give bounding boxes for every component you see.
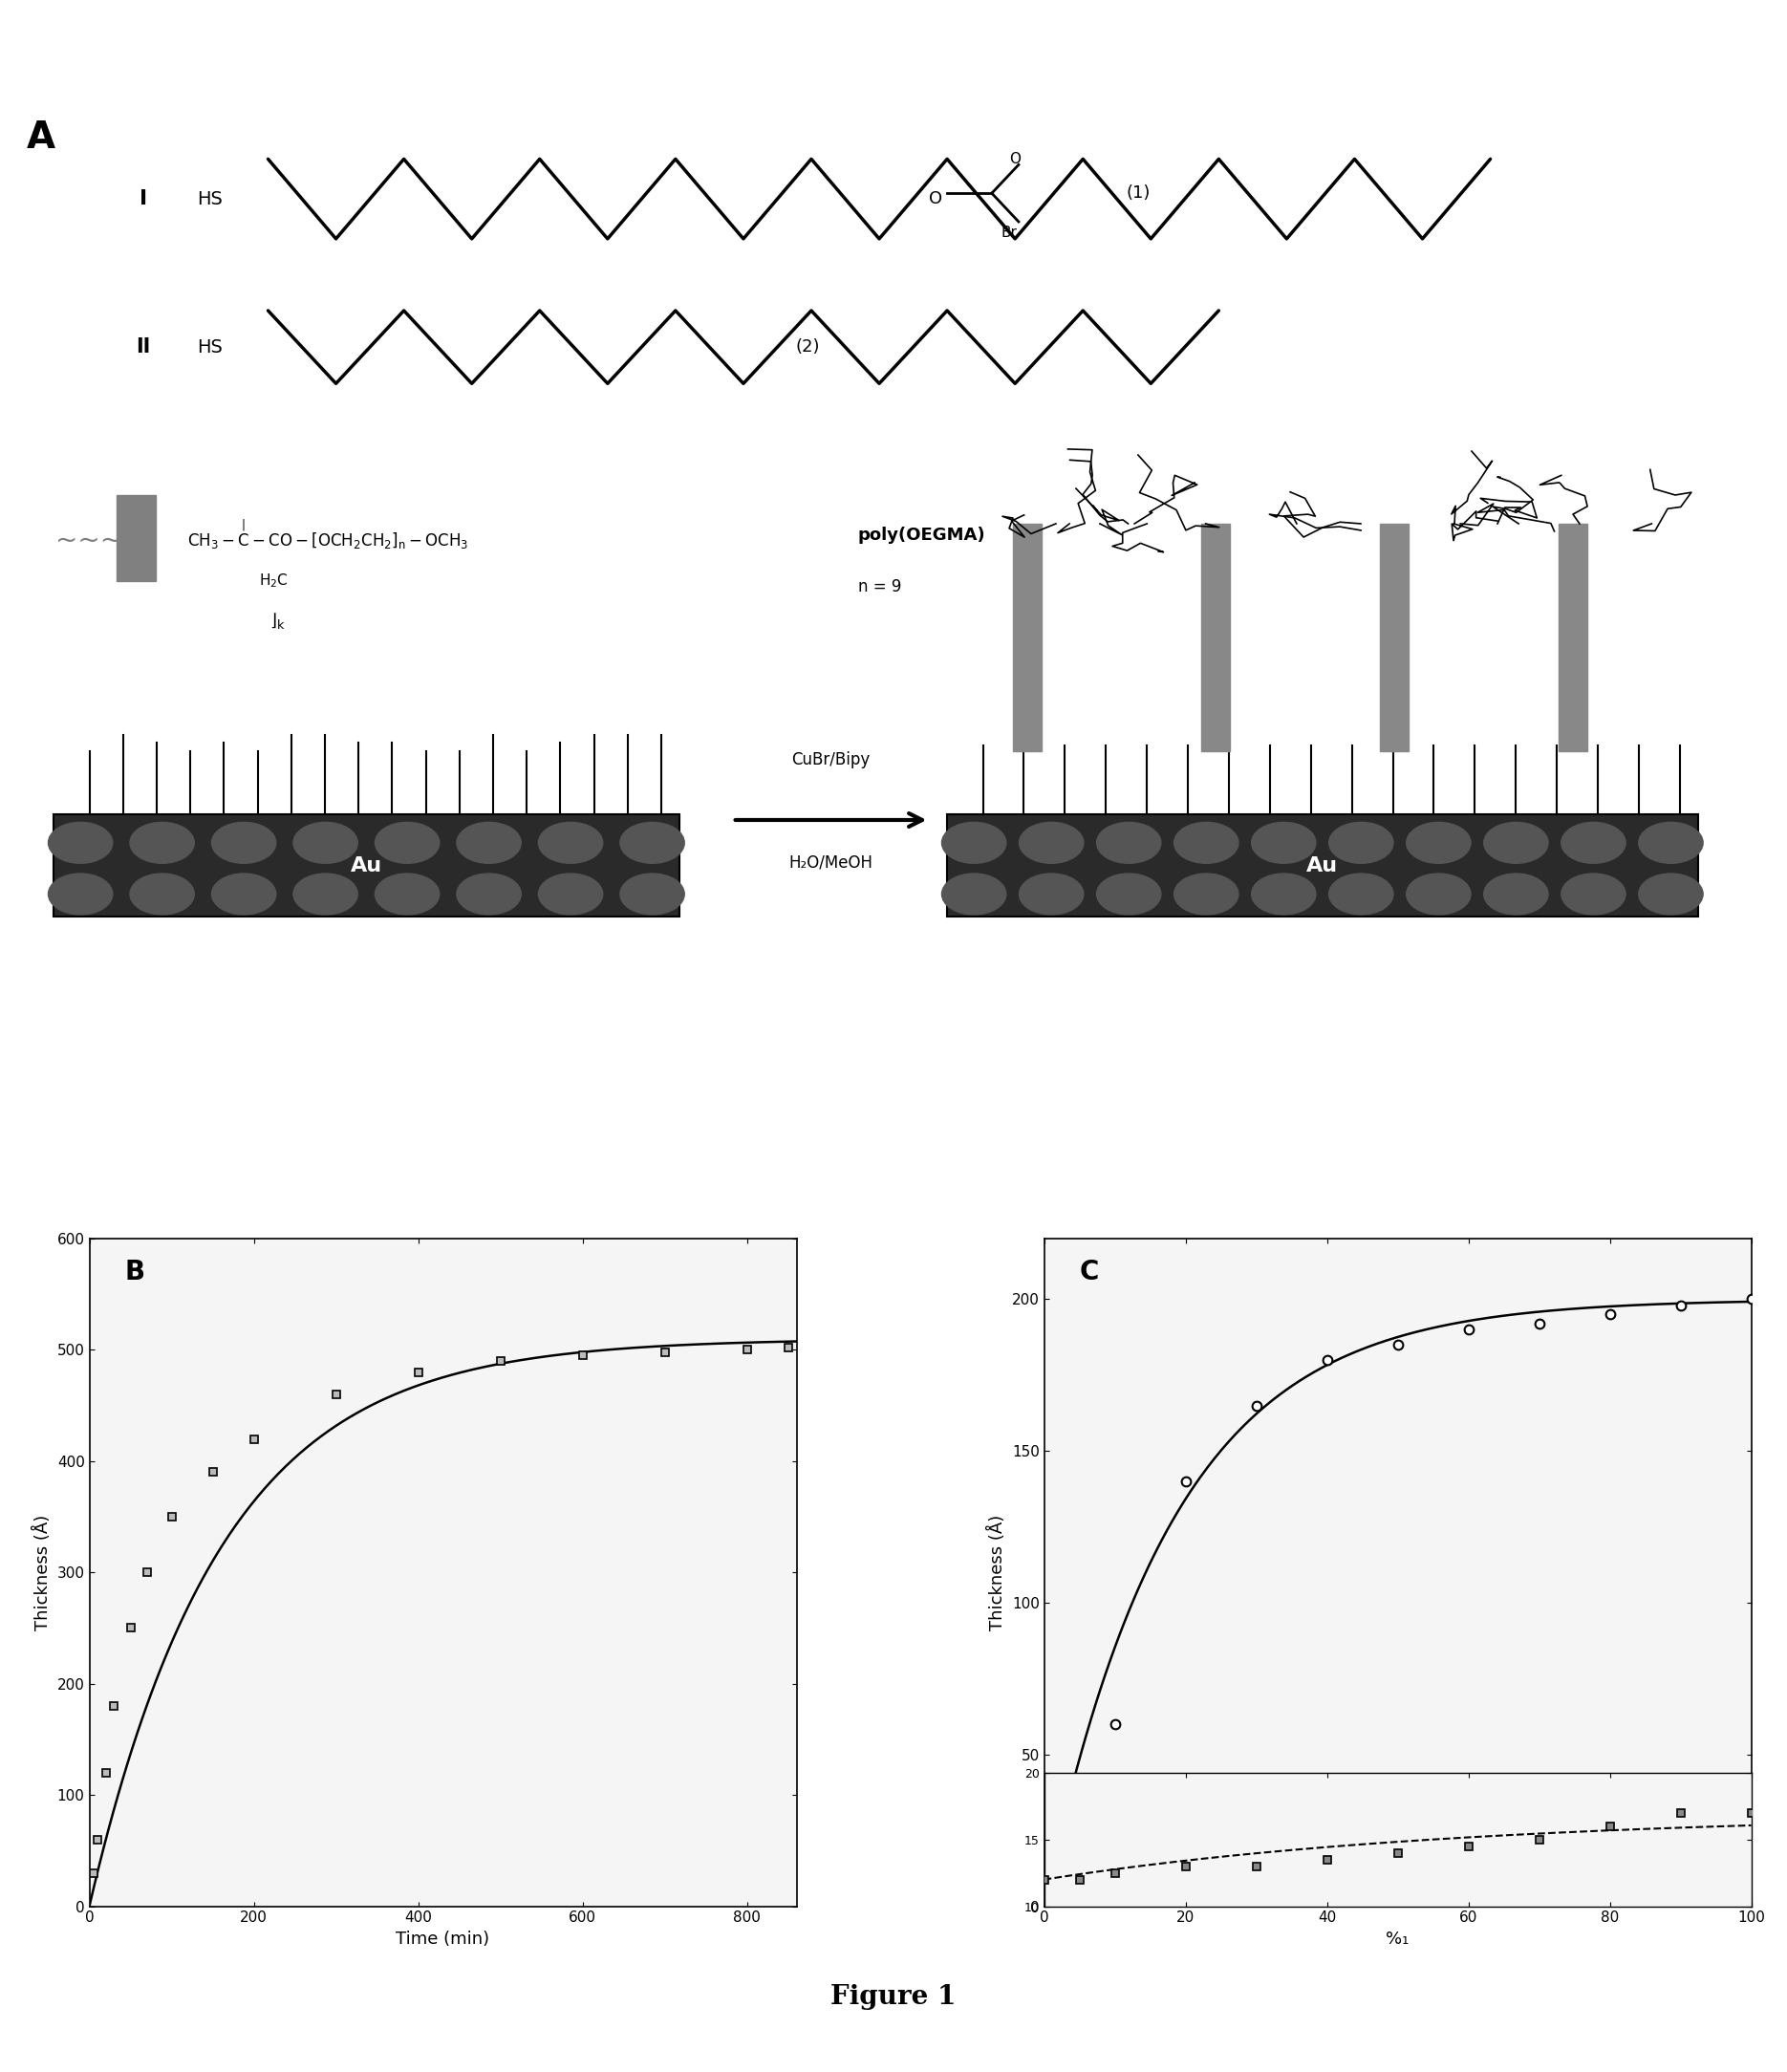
Text: poly(OEGMA): poly(OEGMA) [858,526,985,543]
Circle shape [1562,874,1626,914]
Text: II: II [136,338,150,356]
Circle shape [1483,823,1548,864]
Circle shape [538,823,602,864]
Circle shape [1330,874,1394,914]
Text: C: C [1079,1258,1099,1285]
Text: ~~~: ~~~ [55,528,123,553]
Text: O: O [1010,151,1020,166]
Circle shape [1097,874,1162,914]
Text: I: I [139,189,147,209]
Circle shape [211,823,275,864]
Circle shape [538,874,602,914]
Text: Figure 1: Figure 1 [831,1985,956,2010]
Bar [116,495,155,580]
Circle shape [1174,823,1238,864]
Circle shape [457,823,522,864]
Text: HS: HS [197,338,222,356]
Text: Au: Au [1306,856,1338,874]
Text: n = 9: n = 9 [858,578,901,595]
Circle shape [48,823,113,864]
Circle shape [375,874,440,914]
Text: CuBr/Bipy: CuBr/Bipy [792,752,870,769]
Text: $\mathregular{H_2C}$: $\mathregular{H_2C}$ [259,572,288,591]
Circle shape [1019,874,1083,914]
Text: $\mathregular{CH_3-\overset{|}{C}-CO-\left[OCH_2CH_2\right]_n-OCH_3}$: $\mathregular{CH_3-\overset{|}{C}-CO-\le… [188,518,468,553]
Circle shape [48,874,113,914]
Circle shape [130,823,195,864]
Text: O: O [929,191,944,207]
Circle shape [457,874,522,914]
Circle shape [1251,823,1315,864]
X-axis label: Time (min): Time (min) [397,1931,490,1948]
Text: B: B [125,1258,145,1285]
Bar [1380,524,1408,752]
Bar [1201,524,1229,752]
Text: (2): (2) [795,338,820,356]
Circle shape [942,823,1006,864]
Text: $\mathregular{\ \ \rfloor_k}$: $\mathregular{\ \ \rfloor_k}$ [259,611,286,630]
Circle shape [942,874,1006,914]
Circle shape [375,823,440,864]
Text: A: A [27,118,55,155]
Circle shape [1019,823,1083,864]
Circle shape [1483,874,1548,914]
Circle shape [620,874,684,914]
X-axis label: %₁: %₁ [1387,1931,1410,1948]
Text: H₂O/MeOH: H₂O/MeOH [788,854,874,872]
Bar [1013,524,1042,752]
Y-axis label: Thickness (Å): Thickness (Å) [34,1515,52,1631]
Circle shape [1097,823,1162,864]
Polygon shape [54,814,679,918]
Text: (1): (1) [1126,184,1151,201]
Circle shape [293,874,357,914]
Text: HS: HS [197,191,222,207]
Circle shape [620,823,684,864]
Bar [1558,524,1587,752]
Circle shape [293,823,357,864]
Y-axis label: Thickness (Å): Thickness (Å) [988,1515,1006,1631]
Circle shape [1562,823,1626,864]
Circle shape [1330,823,1394,864]
Polygon shape [947,814,1698,918]
Circle shape [1251,874,1315,914]
Circle shape [1406,874,1471,914]
Circle shape [1639,874,1703,914]
Text: Br: Br [1001,226,1017,240]
Circle shape [130,874,195,914]
Text: Au: Au [350,856,382,874]
Circle shape [1174,874,1238,914]
Circle shape [1406,823,1471,864]
Circle shape [211,874,275,914]
Circle shape [1639,823,1703,864]
